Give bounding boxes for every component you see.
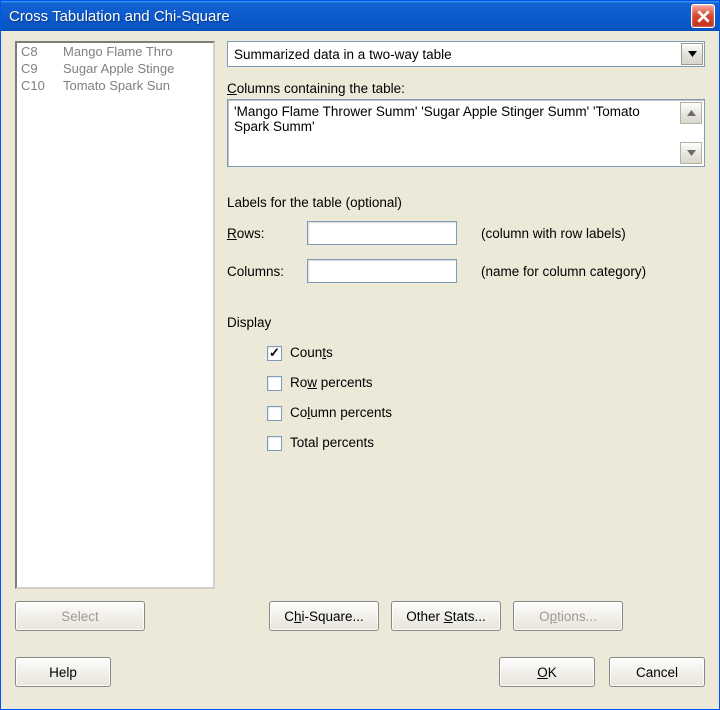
help-button[interactable]: Help (15, 657, 111, 687)
data-layout-combo[interactable]: Summarized data in a two-way table (227, 41, 705, 67)
columns-input-value: 'Mango Flame Thrower Summ' 'Sugar Apple … (234, 104, 640, 134)
cancel-button[interactable]: Cancel (609, 657, 705, 687)
columns-hint: (name for column category) (481, 264, 646, 279)
columns-label: Columns containing the table: (227, 81, 705, 96)
button-row-1: Select Chi-Square... Other Stats... Opti… (15, 601, 705, 631)
list-item[interactable]: C10 Tomato Spark Sun (17, 77, 213, 94)
button-row-2: Help OK Cancel (15, 657, 705, 687)
form-panel: Summarized data in a two-way table Colum… (227, 41, 705, 589)
chevron-down-icon (688, 51, 697, 57)
checkbox-column-percents[interactable] (267, 406, 282, 421)
chevron-down-icon (687, 150, 696, 156)
ok-button[interactable]: OK (499, 657, 595, 687)
checkbox-total-percents[interactable] (267, 436, 282, 451)
scroll-down-button[interactable] (680, 142, 702, 164)
close-button[interactable] (691, 4, 715, 28)
display-section: Display Counts Row percents Column perce… (227, 315, 705, 460)
columns-input-2[interactable] (307, 259, 457, 283)
other-stats-button[interactable]: Other Stats... (391, 601, 501, 631)
dialog-window: Cross Tabulation and Chi-Square C8 Mango… (0, 0, 720, 710)
rows-row: Rows: (column with row labels) (227, 221, 705, 245)
close-icon (697, 10, 710, 23)
columns-input[interactable]: 'Mango Flame Thrower Summ' 'Sugar Apple … (227, 99, 705, 167)
checkbox-colpct-label: Column percents (290, 400, 392, 426)
checkbox-counts-row: Counts (267, 340, 705, 366)
chi-square-button[interactable]: Chi-Square... (269, 601, 379, 631)
client-area: C8 Mango Flame Thro C9 Sugar Apple Sting… (1, 31, 719, 709)
checkbox-row-percents[interactable] (267, 376, 282, 391)
checkbox-rowpct-row: Row percents (267, 370, 705, 396)
rows-input[interactable] (307, 221, 457, 245)
combo-value: Summarized data in a two-way table (234, 47, 452, 62)
select-button[interactable]: Select (15, 601, 145, 631)
scroll-up-button[interactable] (680, 102, 702, 124)
checkbox-totalpct-label: Total percents (290, 430, 374, 456)
labels-heading: Labels for the table (optional) (227, 195, 705, 210)
columns-row: Columns: (name for column category) (227, 259, 705, 283)
rows-label: Rows: (227, 226, 307, 241)
list-item[interactable]: C8 Mango Flame Thro (17, 43, 213, 60)
display-heading: Display (227, 315, 705, 330)
rows-hint: (column with row labels) (481, 226, 626, 241)
combo-arrow[interactable] (681, 43, 703, 65)
list-item[interactable]: C9 Sugar Apple Stinge (17, 60, 213, 77)
options-button[interactable]: Options... (513, 601, 623, 631)
window-title: Cross Tabulation and Chi-Square (9, 8, 230, 25)
variable-list[interactable]: C8 Mango Flame Thro C9 Sugar Apple Sting… (15, 41, 215, 589)
columns-label-2: Columns: (227, 264, 307, 279)
checkbox-counts[interactable] (267, 346, 282, 361)
checkbox-colpct-row: Column percents (267, 400, 705, 426)
checkbox-totalpct-row: Total percents (267, 430, 705, 456)
checkbox-counts-label: Counts (290, 340, 333, 366)
chevron-up-icon (687, 110, 696, 116)
checkbox-rowpct-label: Row percents (290, 370, 373, 396)
titlebar: Cross Tabulation and Chi-Square (1, 1, 719, 31)
